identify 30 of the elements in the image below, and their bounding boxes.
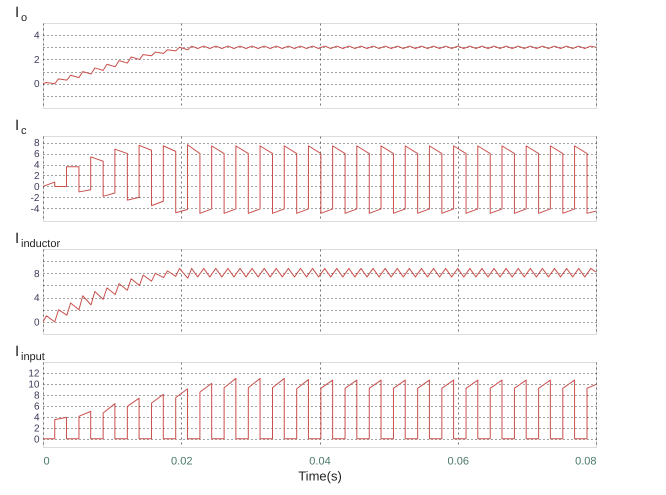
y-tick-label: 10 [28, 379, 40, 390]
x-tick-label: 0.02 [171, 456, 192, 468]
line-series [43, 378, 596, 440]
x-tick-label: 0.06 [448, 456, 469, 468]
y-tick-label: 2 [34, 170, 40, 182]
y-tick-label: 4 [34, 412, 40, 424]
y-tick-label: 4 [34, 293, 40, 304]
y-tick-label: -2 [30, 192, 40, 204]
y-tick-label: 8 [34, 390, 40, 402]
x-axis-title: Time(s) [298, 468, 342, 484]
y-tick-label: 0 [34, 79, 40, 90]
line-series [43, 144, 596, 214]
y-tick-label: 8 [34, 138, 40, 150]
y-tick-label: 8 [34, 268, 40, 280]
line-series [43, 46, 596, 84]
y-tick-label: 0 [34, 434, 40, 446]
y-tick-label: 12 [28, 368, 40, 380]
y-tick-label: 6 [34, 149, 40, 160]
x-tick-label: 0.08 [575, 456, 596, 468]
x-tick-label: 0 [44, 456, 50, 468]
y-tick-label: 4 [34, 160, 40, 172]
y-tick-label: 2 [34, 423, 40, 434]
y-tick-label: 2 [34, 54, 40, 66]
line-series [43, 268, 596, 322]
y-tick-label: 0 [34, 182, 40, 193]
y-tick-label: 4 [34, 30, 40, 42]
y-tick-label: 6 [34, 401, 40, 412]
y-tick-label: -4 [30, 204, 40, 215]
x-tick-label: 0.04 [309, 456, 331, 468]
y-tick-label: 0 [34, 317, 40, 328]
